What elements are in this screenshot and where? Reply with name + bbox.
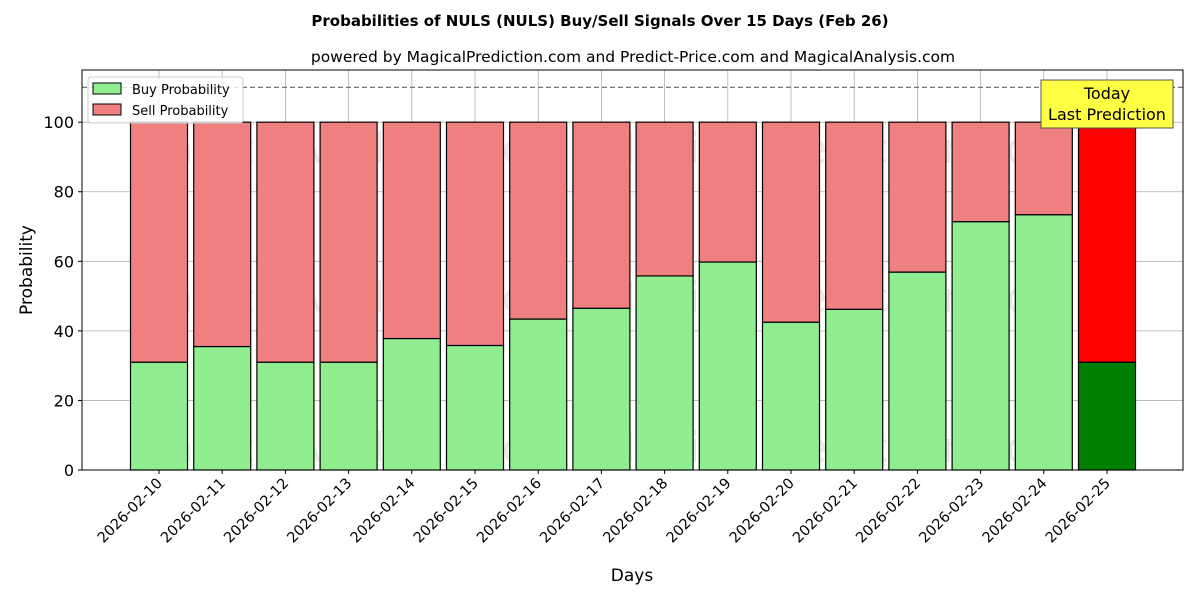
bar-buy (256, 361, 315, 471)
annotation-last-prediction: Last Prediction (1048, 105, 1166, 124)
bar-sell (572, 121, 631, 309)
bar-buy (129, 361, 189, 471)
x-tick-label: 2026-02-22 (853, 476, 924, 547)
x-tick-label: 2026-02-18 (601, 476, 672, 547)
bar-sell (382, 121, 441, 340)
y-tick-label: 80 (54, 183, 74, 202)
bar-sell (761, 121, 821, 323)
bar-buy (825, 308, 884, 471)
x-tick-label: 2026-02-24 (980, 476, 1051, 547)
bar-buy (761, 321, 821, 471)
bar-sell (825, 121, 884, 310)
x-tick-label: 2026-02-25 (1043, 476, 1114, 547)
x-tick-label: 2026-02-21 (790, 476, 861, 547)
bar-buy (445, 344, 505, 471)
bar-sell (445, 121, 505, 347)
bar-buy (1077, 361, 1137, 471)
y-tick-label: 60 (54, 252, 74, 271)
bar-sell (319, 121, 378, 363)
bar-sell (129, 121, 189, 363)
y-tick-label: 100 (43, 113, 74, 132)
plot-frame (81, 69, 1184, 471)
bar-buy (509, 318, 568, 471)
y-tick-label: 0 (64, 461, 74, 480)
bar-buy (1014, 214, 1073, 471)
chart-title: Probabilities of NULS (NULS) Buy/Sell Si… (311, 12, 888, 30)
x-tick-label: 2026-02-15 (411, 476, 482, 547)
x-tick-label: 2026-02-11 (158, 476, 229, 547)
legend-label-buy: Buy Probability (132, 83, 230, 98)
bar-buy (888, 271, 947, 471)
bar-sell (509, 121, 568, 320)
x-tick-label: 2026-02-17 (537, 476, 608, 547)
bar-buy (382, 337, 441, 471)
chart-subtitle: powered by MagicalPrediction.com and Pre… (311, 48, 955, 66)
legend-swatch-buy (92, 82, 122, 95)
bar-sell (256, 121, 315, 363)
annotation-today: Today (1083, 84, 1130, 103)
bar-buy (572, 307, 631, 471)
x-tick-label: 2026-02-10 (95, 476, 166, 547)
y-tick-label: 40 (54, 322, 74, 341)
y-axis-label: Probability (17, 225, 37, 315)
bar-sell (888, 121, 947, 273)
legend: Buy Probability Sell Probability (87, 76, 244, 124)
bar-sell (635, 121, 694, 277)
bar-sell (1014, 121, 1073, 216)
x-tick-label: 2026-02-19 (664, 476, 735, 547)
bar-buy (319, 361, 378, 471)
x-tick-label: 2026-02-16 (474, 476, 545, 547)
bar-buy (635, 275, 694, 471)
bar-sell (193, 121, 252, 348)
legend-swatch-sell (92, 103, 122, 116)
bar-sell (951, 121, 1010, 223)
today-annotation: Today Last Prediction (1040, 79, 1174, 129)
x-tick-label: 2026-02-13 (285, 476, 356, 547)
x-tick-label: 2026-02-12 (221, 476, 292, 547)
bar-buy (193, 345, 252, 471)
x-tick-label: 2026-02-20 (727, 476, 798, 547)
annotation-box (1040, 79, 1174, 129)
x-tick-label: 2026-02-14 (348, 476, 419, 547)
bar-buy (698, 261, 757, 471)
bar-sell (1077, 121, 1137, 363)
x-tick-label: 2026-02-23 (917, 476, 988, 547)
bar-buy (951, 221, 1010, 471)
bar-sell (698, 121, 757, 263)
legend-label-sell: Sell Probability (132, 104, 229, 119)
x-axis-label: Days (611, 566, 654, 586)
y-tick-label: 20 (54, 391, 74, 410)
